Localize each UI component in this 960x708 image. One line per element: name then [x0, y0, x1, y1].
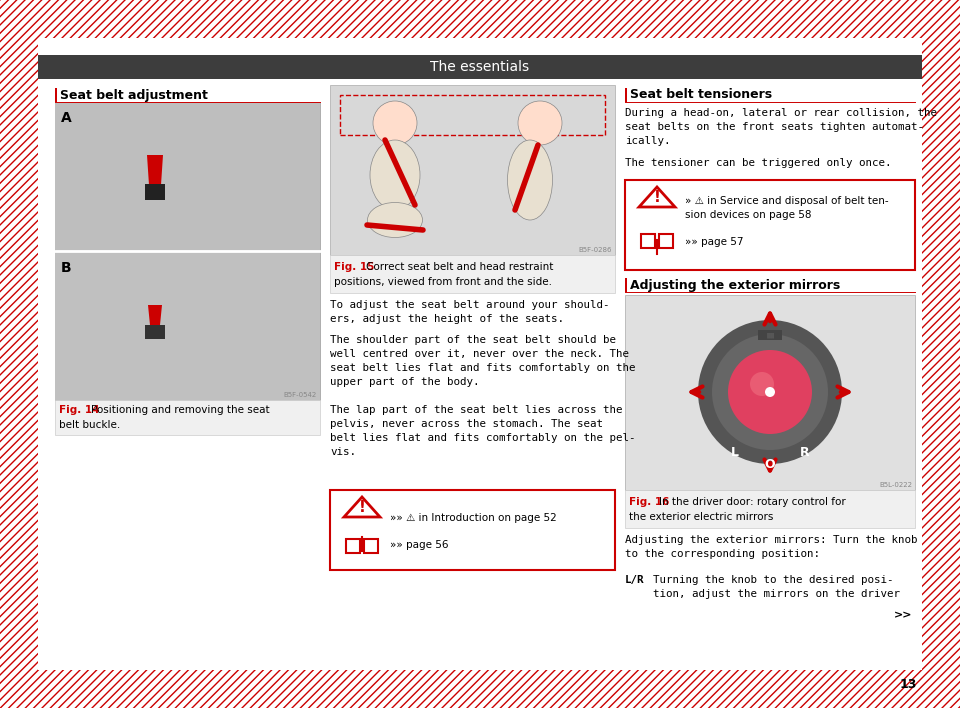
- Bar: [330, 255, 615, 293]
- Text: During a head-on, lateral or rear collision, the
seat belts on the front seats t: During a head-on, lateral or rear collis…: [625, 108, 937, 146]
- Bar: [145, 325, 165, 339]
- Bar: [0, 670, 960, 708]
- Text: positions, viewed from front and the side.: positions, viewed from front and the sid…: [334, 277, 552, 287]
- Text: !: !: [359, 500, 366, 515]
- Text: B5F-0542: B5F-0542: [284, 392, 317, 398]
- Bar: [145, 184, 165, 200]
- Polygon shape: [147, 155, 163, 185]
- Text: »» page 56: »» page 56: [390, 540, 448, 550]
- Circle shape: [373, 101, 417, 145]
- Text: The essentials: The essentials: [430, 60, 530, 74]
- Text: Positioning and removing the seat: Positioning and removing the seat: [91, 405, 270, 415]
- Text: L: L: [731, 445, 739, 459]
- Text: >>: >>: [894, 610, 912, 620]
- Text: !: !: [654, 190, 660, 205]
- Polygon shape: [344, 497, 380, 517]
- Circle shape: [765, 387, 775, 397]
- Bar: [340, 95, 605, 135]
- Bar: [625, 180, 915, 270]
- Ellipse shape: [370, 140, 420, 210]
- Bar: [922, 38, 960, 670]
- Polygon shape: [639, 187, 675, 207]
- Text: ||||: ||||: [766, 332, 774, 338]
- Bar: [0, 38, 38, 670]
- Text: » ⚠ in Service and disposal of belt ten-
sion devices on page 58: » ⚠ in Service and disposal of belt ten-…: [685, 196, 889, 219]
- Ellipse shape: [508, 140, 553, 220]
- Text: Fig. 14: Fig. 14: [59, 405, 100, 415]
- Text: Seat belt adjustment: Seat belt adjustment: [60, 88, 208, 101]
- Bar: [364, 539, 378, 553]
- Text: Seat belt tensioners: Seat belt tensioners: [630, 88, 772, 101]
- Polygon shape: [148, 305, 162, 325]
- Bar: [625, 88, 627, 102]
- Text: In the driver door: rotary control for: In the driver door: rotary control for: [659, 497, 846, 507]
- Bar: [330, 490, 615, 570]
- Text: The tensioner can be triggered only once.: The tensioner can be triggered only once…: [625, 158, 892, 168]
- Circle shape: [698, 320, 842, 464]
- Bar: [0, 0, 960, 38]
- Text: Turning the knob to the desired posi-
tion, adjust the mirrors on the driver: Turning the knob to the desired posi- ti…: [653, 575, 900, 599]
- Text: 13: 13: [900, 678, 917, 691]
- Bar: [0, 38, 38, 670]
- Bar: [55, 88, 57, 102]
- Bar: [55, 102, 320, 400]
- Text: To adjust the seat belt around your should-
ers, adjust the height of the seats.: To adjust the seat belt around your shou…: [330, 300, 610, 324]
- Text: Adjusting the exterior mirrors: Turn the knob
to the corresponding position:: Adjusting the exterior mirrors: Turn the…: [625, 535, 918, 559]
- Text: Adjusting the exterior mirrors: Adjusting the exterior mirrors: [630, 278, 840, 292]
- Bar: [55, 400, 320, 435]
- Bar: [922, 38, 960, 670]
- Text: A: A: [61, 111, 72, 125]
- Bar: [0, 0, 960, 38]
- Bar: [330, 85, 615, 255]
- Circle shape: [712, 334, 828, 450]
- Bar: [625, 278, 627, 292]
- Text: O: O: [765, 459, 776, 472]
- Ellipse shape: [368, 202, 422, 237]
- Bar: [38, 55, 922, 79]
- Text: Fig. 16: Fig. 16: [629, 497, 669, 507]
- Text: B5F-0286: B5F-0286: [579, 247, 612, 253]
- Bar: [625, 490, 915, 528]
- Text: Fig. 15: Fig. 15: [334, 262, 374, 272]
- Bar: [55, 102, 320, 250]
- Text: »» ⚠ in Introduction on page 52: »» ⚠ in Introduction on page 52: [390, 513, 557, 523]
- Text: The shoulder part of the seat belt should be
well centred over it, never over th: The shoulder part of the seat belt shoul…: [330, 335, 636, 387]
- Circle shape: [518, 101, 562, 145]
- Text: B: B: [61, 261, 72, 275]
- Text: The lap part of the seat belt lies across the
pelvis, never across the stomach. : The lap part of the seat belt lies acros…: [330, 405, 636, 457]
- Bar: [0, 670, 960, 708]
- Text: B5L-0222: B5L-0222: [879, 482, 912, 488]
- Text: Correct seat belt and head restraint: Correct seat belt and head restraint: [366, 262, 553, 272]
- Text: the exterior electric mirrors: the exterior electric mirrors: [629, 512, 774, 522]
- Bar: [659, 234, 673, 248]
- Circle shape: [728, 350, 812, 434]
- Text: R: R: [801, 445, 810, 459]
- Circle shape: [750, 372, 774, 396]
- Bar: [758, 330, 782, 340]
- Text: belt buckle.: belt buckle.: [59, 420, 120, 430]
- Text: L/R: L/R: [625, 575, 644, 585]
- Bar: [38, 38, 922, 670]
- Bar: [55, 252, 320, 400]
- Bar: [641, 234, 655, 248]
- Bar: [625, 295, 915, 490]
- Bar: [346, 539, 360, 553]
- Text: »» page 57: »» page 57: [685, 237, 743, 247]
